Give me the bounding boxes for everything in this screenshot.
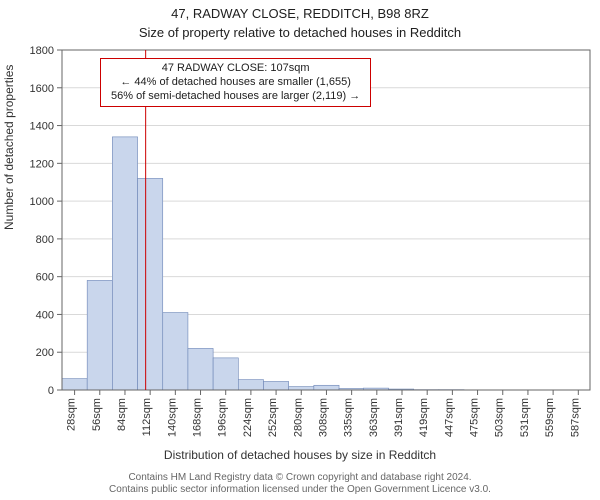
svg-text:1000: 1000 <box>30 196 54 208</box>
histogram-bar <box>238 380 263 390</box>
svg-text:447sqm: 447sqm <box>443 398 455 437</box>
annotation-line2: ← 44% of detached houses are smaller (1,… <box>111 76 360 90</box>
svg-text:1400: 1400 <box>30 121 54 133</box>
svg-text:308sqm: 308sqm <box>317 398 329 437</box>
histogram-bar <box>87 280 112 390</box>
histogram-bar <box>112 137 137 390</box>
histogram-bar <box>62 379 87 390</box>
svg-text:531sqm: 531sqm <box>519 398 531 437</box>
footer-line2: Contains public sector information licen… <box>0 484 600 496</box>
svg-text:400: 400 <box>36 309 54 321</box>
annotation-line1: 47 RADWAY CLOSE: 107sqm <box>111 62 360 76</box>
footer-line1: Contains HM Land Registry data © Crown c… <box>0 472 600 484</box>
histogram-bar <box>289 387 314 390</box>
histogram-bar <box>138 178 163 390</box>
svg-text:559sqm: 559sqm <box>544 398 556 437</box>
svg-text:800: 800 <box>36 234 54 246</box>
histogram-bar <box>163 313 188 390</box>
svg-text:587sqm: 587sqm <box>569 398 581 437</box>
svg-text:475sqm: 475sqm <box>469 398 481 437</box>
svg-text:600: 600 <box>36 272 54 284</box>
svg-text:280sqm: 280sqm <box>292 398 304 437</box>
svg-text:140sqm: 140sqm <box>166 398 178 437</box>
histogram-bar <box>263 382 288 391</box>
svg-text:56sqm: 56sqm <box>91 398 103 431</box>
histogram-bar <box>213 358 238 390</box>
svg-text:252sqm: 252sqm <box>267 398 279 437</box>
x-axis-label: Distribution of detached houses by size … <box>0 448 600 462</box>
histogram-bar <box>314 385 339 390</box>
svg-text:363sqm: 363sqm <box>368 398 380 437</box>
svg-text:0: 0 <box>48 385 54 397</box>
annotation-line3: 56% of semi-detached houses are larger (… <box>111 90 360 104</box>
svg-text:196sqm: 196sqm <box>217 398 229 437</box>
svg-text:200: 200 <box>36 347 54 359</box>
svg-text:503sqm: 503sqm <box>494 398 506 437</box>
svg-text:112sqm: 112sqm <box>141 398 153 436</box>
svg-text:391sqm: 391sqm <box>393 398 405 437</box>
svg-text:224sqm: 224sqm <box>242 398 254 437</box>
svg-text:84sqm: 84sqm <box>116 398 128 431</box>
svg-text:1800: 1800 <box>30 45 54 57</box>
svg-text:1600: 1600 <box>30 83 54 95</box>
svg-text:1200: 1200 <box>30 158 54 170</box>
svg-text:419sqm: 419sqm <box>418 398 430 437</box>
histogram-bar <box>188 348 213 390</box>
property-annotation-box: 47 RADWAY CLOSE: 107sqm ← 44% of detache… <box>100 58 371 107</box>
svg-text:335sqm: 335sqm <box>343 398 355 437</box>
svg-text:168sqm: 168sqm <box>192 398 204 437</box>
footer-attribution: Contains HM Land Registry data © Crown c… <box>0 472 600 496</box>
svg-text:28sqm: 28sqm <box>66 398 78 431</box>
